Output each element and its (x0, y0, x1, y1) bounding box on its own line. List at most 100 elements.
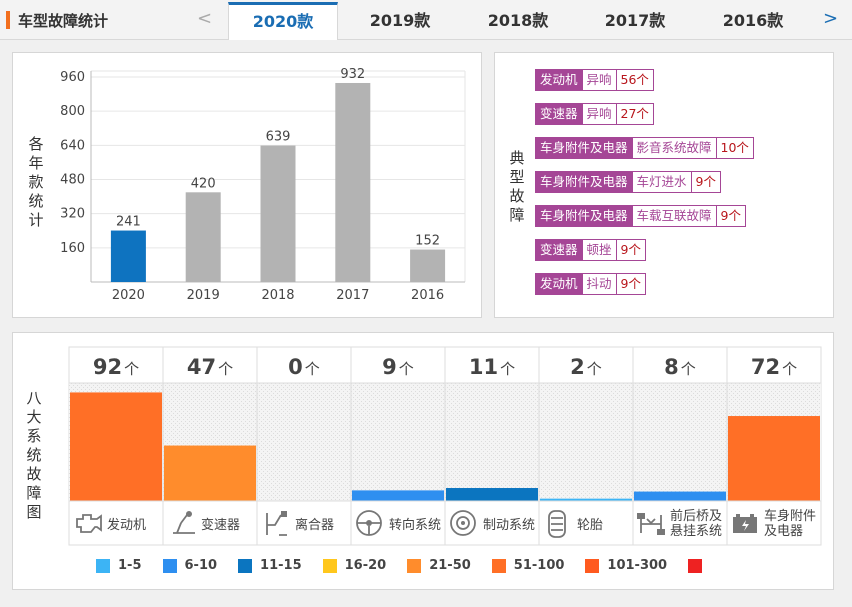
system-bar[interactable] (70, 392, 162, 501)
fault-category: 车身附件及电器 (535, 137, 633, 159)
fault-type: 抖动 (582, 273, 617, 295)
fault-category: 发动机 (535, 273, 583, 295)
fault-tag[interactable]: 发动机 抖动 9个 (535, 273, 754, 295)
system-count-label: 11 个 (469, 355, 515, 379)
legend-item: 21-50 (407, 558, 471, 573)
typical-faults-list: 发动机 异响 56个 变速器 异响 27个 车身附件及电器 影音系统故障 10个 车身附件及电器车… (535, 69, 754, 307)
tab-2017[interactable]: 2017款 (604, 11, 666, 30)
fault-count: 10个 (716, 137, 754, 159)
bar-2017[interactable] (335, 82, 371, 283)
legend-label: 6-10 (184, 558, 218, 573)
bar-value-label: 420 (191, 176, 216, 191)
system-name-label: 轮胎 (577, 518, 603, 533)
bar-2019[interactable] (185, 192, 221, 282)
bar-2020[interactable] (110, 230, 146, 282)
legend-swatch (162, 558, 177, 573)
legend-item: 101-300 (585, 558, 667, 573)
x-tick-label: 2019 (187, 288, 220, 303)
legend-item: 6-10 (162, 558, 218, 573)
legend-label: 101-300 (607, 558, 668, 573)
legend-label: 21-50 (429, 558, 471, 573)
fault-count: 9个 (691, 171, 721, 193)
fault-count: 9个 (616, 239, 646, 261)
y-tick-label: 320 (60, 207, 85, 222)
y-tick-label: 640 (60, 138, 85, 153)
fault-type: 影音系统故障 (632, 137, 717, 159)
engine-icon (76, 514, 102, 533)
legend-swatch (491, 558, 506, 573)
tab-2018[interactable]: 2018款 (487, 11, 549, 30)
next-arrow-icon[interactable]: > (823, 8, 839, 29)
typical-faults-side-label: 典型故障 (509, 149, 525, 224)
system-count-label: 92 个 (93, 355, 139, 379)
bar-value-label: 932 (340, 67, 365, 82)
y-tick-label: 160 (60, 241, 85, 256)
fault-tag[interactable]: 变速器 顿挫 9个 (535, 239, 754, 261)
gear-shifter-icon (173, 511, 195, 534)
typical-faults-panel: 典型故障 发动机 异响 56个 变速器 异响 27个 车身附件及电器 影音系统故障 10个 车身附… (494, 52, 834, 318)
tab-2020[interactable]: 2020款 (228, 2, 338, 40)
title-accent-bar (6, 11, 10, 29)
tab-bar: 车型故障统计 < 2020款 2019款 2018款 2017款 2016款 > (0, 0, 852, 40)
legend-item: 11-15 (238, 558, 302, 573)
fault-category: 车身附件及电器 (535, 171, 633, 193)
system-name-label: 前后桥及悬挂系统 (670, 508, 722, 539)
systems-panel: 八大系统故障图 92 个发动机 47 个变速器 0 个离合器 9 个转向系统 11 个制动系统 2 个… (12, 332, 834, 590)
tab-2019[interactable]: 2019款 (369, 11, 431, 30)
x-tick-label: 2016 (411, 288, 444, 303)
legend-swatch (585, 558, 600, 573)
suspension-icon (637, 513, 665, 535)
fault-category: 车身附件及电器 (535, 205, 633, 227)
yearly-bar-chart: 160 320 480 640 800 960 241 2020 420 2019 639 2018 9… (60, 67, 466, 303)
x-tick-label: 2020 (112, 288, 145, 303)
system-bar[interactable] (728, 416, 820, 501)
fault-count: 9个 (716, 205, 746, 227)
system-count-label: 72 个 (751, 355, 797, 379)
y-tick-label: 480 (60, 173, 85, 188)
system-bar[interactable] (446, 488, 538, 501)
system-bar[interactable] (540, 498, 632, 501)
clutch-pedal-icon (266, 511, 287, 536)
legend-swatch (238, 558, 253, 573)
y-tick-label: 960 (60, 70, 85, 85)
tire-icon (548, 510, 566, 538)
fault-tag[interactable]: 车身附件及电器 车灯进水 9个 (535, 171, 754, 193)
fault-count: 27个 (616, 103, 654, 125)
fault-count: 56个 (616, 69, 654, 91)
x-tick-label: 2018 (261, 288, 294, 303)
legend-item: 51-100 (491, 558, 564, 573)
y-tick-label: 800 (60, 104, 85, 119)
legend-swatch (322, 558, 337, 573)
page-title: 车型故障统计 (6, 9, 108, 31)
fault-type: 顿挫 (582, 239, 617, 261)
bar-2018[interactable] (260, 145, 296, 282)
yearly-chart-panel: 各年款统计 160 320 480 640 800 960 241 2020 420 2019 63… (12, 52, 482, 318)
fault-tag[interactable]: 车身附件及电器 影音系统故障 10个 (535, 137, 754, 159)
fault-type: 异响 (582, 69, 617, 91)
fault-tag[interactable]: 发动机 异响 56个 (535, 69, 754, 91)
fault-tag[interactable]: 车身附件及电器 车载互联故障 9个 (535, 205, 754, 227)
prev-arrow-icon[interactable]: < (197, 8, 213, 29)
system-name-label: 制动系统 (483, 518, 535, 533)
system-count-label: 47 个 (187, 355, 233, 379)
tab-2016[interactable]: 2016款 (722, 11, 784, 30)
system-bar[interactable] (352, 490, 444, 501)
fault-category: 发动机 (535, 69, 583, 91)
legend-label: 16-20 (344, 558, 387, 573)
system-name-label: 变速器 (201, 517, 240, 533)
systems-side-label: 八大系统故障图 (26, 389, 42, 521)
bar-2016[interactable] (410, 249, 446, 282)
legend-swatch (407, 558, 422, 573)
system-bar[interactable] (634, 491, 726, 501)
legend-item: 16-20 (322, 558, 387, 573)
system-name-label: 转向系统 (389, 517, 441, 533)
system-bar[interactable] (164, 445, 256, 501)
fault-tag[interactable]: 变速器 异响 27个 (535, 103, 754, 125)
legend-item: 1-5 (96, 558, 142, 573)
fault-category: 变速器 (535, 103, 583, 125)
system-name-label: 发动机 (107, 517, 146, 533)
